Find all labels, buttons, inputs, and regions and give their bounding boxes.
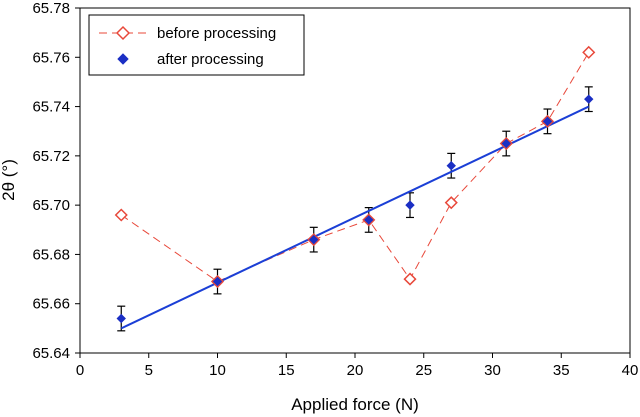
x-tick-label: 15 (278, 362, 295, 379)
y-axis-title: 2θ (°) (0, 159, 18, 201)
after-point (584, 94, 594, 104)
after-point (501, 138, 511, 149)
x-tick-label: 20 (347, 362, 364, 379)
before-series-line (120, 52, 590, 283)
x-axis-title: Applied force (N) (291, 395, 419, 414)
after-point (116, 313, 126, 324)
axis-ticks: 0 5 10 15 20 25 30 35 40 65.64 65.66 65.68 65.70 65.7… (32, 0, 638, 379)
after-point (364, 215, 374, 225)
y-tick-label: 65.72 (32, 148, 70, 165)
fit-line (120, 105, 590, 330)
x-tick-label: 5 (145, 362, 153, 379)
after-point (309, 234, 319, 245)
x-tick-label: 40 (622, 362, 639, 379)
y-tick-label: 65.66 (32, 296, 70, 313)
data-layer (114, 45, 596, 332)
after-point (405, 200, 415, 210)
legend-before-label: before processing (157, 25, 276, 42)
y-tick-label: 65.68 (32, 246, 70, 263)
legend-after-label: after processing (157, 51, 264, 68)
y-tick-label: 65.64 (32, 345, 70, 362)
x-tick-label: 25 (415, 362, 432, 379)
x-tick-label: 10 (209, 362, 226, 379)
before-point (403, 272, 417, 286)
legend-box (88, 14, 305, 76)
y-tick-label: 65.76 (32, 49, 70, 66)
legend-before-marker (115, 25, 131, 41)
after-point (542, 116, 553, 127)
y-tick-label: 65.70 (32, 197, 70, 214)
x-tick-label: 30 (484, 362, 501, 379)
after-point (212, 276, 223, 287)
y-tick-label: 65.74 (32, 99, 70, 116)
legend-after-marker (117, 53, 129, 65)
before-point (582, 45, 596, 59)
legend: before processing after processing (88, 14, 305, 76)
y-tick-label: 65.78 (32, 0, 70, 17)
before-point (444, 196, 458, 210)
after-point (446, 161, 456, 171)
before-point (114, 208, 128, 222)
x-tick-label: 0 (76, 362, 84, 379)
x-tick-label: 35 (553, 362, 570, 379)
